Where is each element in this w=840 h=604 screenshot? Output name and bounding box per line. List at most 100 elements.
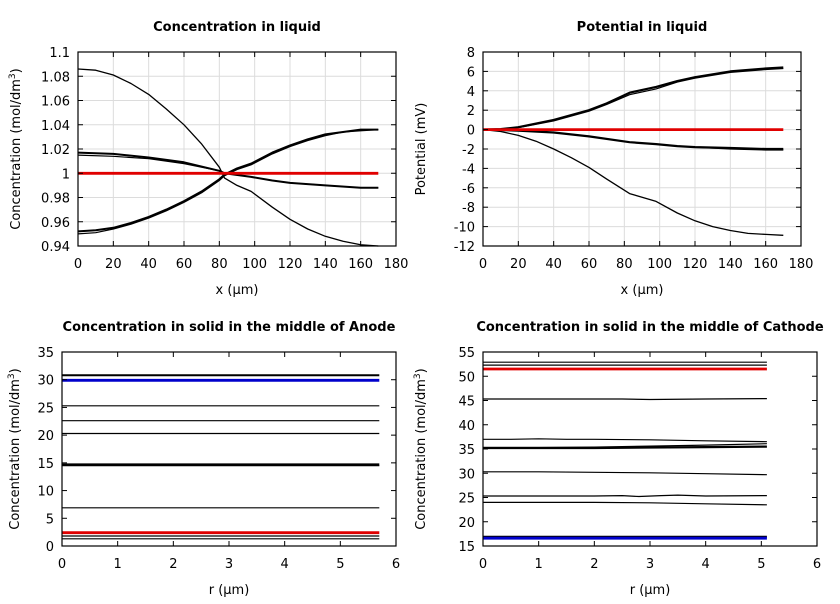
chart4-ytick-label: 45 <box>458 395 475 410</box>
chart3-xtick-label: 0 <box>58 557 66 572</box>
chart2-series-p2 <box>482 67 784 131</box>
chart4-ytick-label: 55 <box>458 346 475 361</box>
chart4-ytick-label: 35 <box>458 443 475 458</box>
chart1-series-t3 <box>77 154 379 189</box>
chart2-series-p3 <box>482 128 784 151</box>
chart1-xtick-label: 100 <box>242 257 267 272</box>
chart2-xtick-label: 140 <box>718 257 743 272</box>
chart1-ylabel-main: Concentration (mol/dm <box>9 79 24 230</box>
chart2-xtick-label: 60 <box>581 257 598 272</box>
chart3-ytick-label: 5 <box>46 512 54 527</box>
chart3-title: Concentration in solid in the middle of … <box>63 320 396 335</box>
chart1-xtick-label: 20 <box>105 257 122 272</box>
chart1-xtick-label: 0 <box>74 257 82 272</box>
chart2-ytick-label: -10 <box>454 221 475 236</box>
chart4-xtick-label: 1 <box>535 557 543 572</box>
chart1-title: Concentration in liquid <box>153 20 321 35</box>
chart1-xtick-label: 160 <box>348 257 373 272</box>
chart2-ytick-label: 6 <box>467 65 475 80</box>
chart1-ytick-label: 1.1 <box>49 46 70 61</box>
chart3-ytick-label: 30 <box>37 374 54 389</box>
chart3-ytick-label: 25 <box>37 401 54 416</box>
chart4-series-c8 <box>483 471 767 476</box>
chart4-series-c5 <box>483 438 767 443</box>
chart1-series-t1 <box>77 68 379 247</box>
chart1-series-t5 <box>77 129 379 235</box>
chart2-ytick-label: 2 <box>467 104 475 119</box>
chart3-xtick-label: 2 <box>169 557 177 572</box>
chart2-ytick-label: 8 <box>467 46 475 61</box>
chart1-ylabel-sup: 3 <box>8 73 18 79</box>
chart2-xtick-label: 120 <box>683 257 708 272</box>
chart2-xlabel: x (µm) <box>621 283 664 298</box>
chart1-xtick-label: 120 <box>278 257 303 272</box>
chart1-xtick-label: 60 <box>176 257 193 272</box>
chart2-series-p4 <box>482 129 784 151</box>
chart2-ytick-label: -4 <box>462 162 475 177</box>
chart2-title: Potential in liquid <box>577 20 708 35</box>
chart3-ytick-label: 15 <box>37 457 54 472</box>
chart2-series-p5 <box>482 128 784 236</box>
chart1-ytick-label: 1.02 <box>41 143 70 158</box>
chart4-ytick-label: 40 <box>458 419 475 434</box>
chart2-ytick-label: -6 <box>462 182 475 197</box>
chart3-xtick-label: 4 <box>281 557 289 572</box>
chart4-ylabel-main: Concentration (mol/dm <box>414 379 429 530</box>
chart2-xtick-label: 40 <box>545 257 562 272</box>
chart2-xtick-label: 80 <box>616 257 633 272</box>
chart1-ytick-label: 1.04 <box>41 119 70 134</box>
chart3-xtick-label: 3 <box>225 557 233 572</box>
chart3-ylabel: Concentration (mol/dm3) <box>7 368 23 530</box>
chart1-xtick-label: 140 <box>313 257 338 272</box>
chart1-ytick-label: 1 <box>62 167 70 182</box>
chart4-ylabel-tail: ) <box>414 368 429 373</box>
chart4-ytick-label: 50 <box>458 370 475 385</box>
chart3-ylabel-main: Concentration (mol/dm <box>8 379 23 530</box>
chart1-ylabel: Concentration (mol/dm3) <box>8 68 24 230</box>
chart1-ytick-label: 0.96 <box>41 216 70 231</box>
chart1-series-t2 <box>77 151 379 189</box>
chart4-xlabel: r (µm) <box>630 583 671 598</box>
chart4-xtick-label: 2 <box>590 557 598 572</box>
chart2-series-p1 <box>482 66 784 131</box>
chart1-xtick-label: 40 <box>140 257 157 272</box>
chart1-xtick-label: 180 <box>384 257 409 272</box>
chart1-ytick-label: 1.08 <box>41 70 70 85</box>
chart3-xtick-label: 6 <box>392 557 400 572</box>
chart1-plot: Concentration in liquid 0 20 40 60 80 100 120 14… <box>8 20 408 298</box>
chart2-xtick-label: 160 <box>753 257 778 272</box>
chart1-xtick-label: 80 <box>211 257 228 272</box>
chart3-ytick-label: 35 <box>37 346 54 361</box>
chart4-title: Concentration in solid in the middle of … <box>476 320 824 335</box>
chart4-xtick-label: 4 <box>702 557 710 572</box>
chart2-ytick-label: -8 <box>462 201 475 216</box>
chart4-series-c9 <box>483 494 767 498</box>
chart2-xtick-label: 0 <box>479 257 487 272</box>
chart4-series-c10 <box>483 501 767 506</box>
chart3-plot: Concentration in solid in the middle of … <box>7 320 400 598</box>
chart4-ylabel-sup: 3 <box>413 373 423 379</box>
chart2-xtick-label: 100 <box>647 257 672 272</box>
chart3-ylabel-tail: ) <box>8 368 23 373</box>
chart2-xtick-label: 180 <box>789 257 814 272</box>
chart3-ytick-label: 20 <box>37 429 54 444</box>
chart2-ylabel-main: Potential (mV) <box>414 103 429 196</box>
chart2-ytick-label: 4 <box>467 85 475 100</box>
chart1-ylabel-tail: ) <box>9 68 24 73</box>
chart4-xtick-label: 5 <box>757 557 765 572</box>
chart3-xtick-label: 1 <box>114 557 122 572</box>
chart4-ytick-label: 20 <box>458 516 475 531</box>
chart2-xtick-label: 20 <box>510 257 527 272</box>
chart4-xtick-label: 0 <box>479 557 487 572</box>
chart4-ytick-label: 30 <box>458 467 475 482</box>
chart3-ylabel-sup: 3 <box>7 373 17 379</box>
chart1-ytick-label: 0.98 <box>41 192 70 207</box>
chart4-ytick-label: 25 <box>458 492 475 507</box>
chart4-plot: Concentration in solid in the middle of … <box>413 320 824 598</box>
chart4-series-c4 <box>483 398 767 401</box>
chart3-xtick-label: 5 <box>336 557 344 572</box>
chart4-xtick-label: 3 <box>646 557 654 572</box>
chart3-ytick-label: 10 <box>37 485 54 500</box>
chart3-ytick-label: 0 <box>46 540 54 555</box>
